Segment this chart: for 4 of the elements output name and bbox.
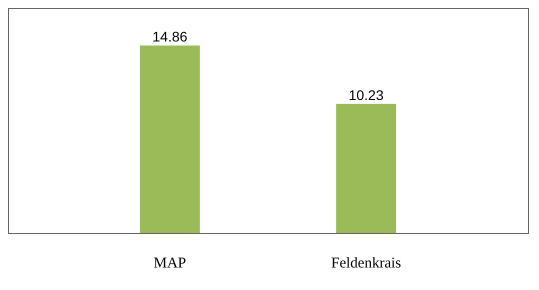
x-tick-label: MAP: [154, 256, 186, 272]
data-label: 10.23: [348, 86, 384, 103]
data-label: 14.86: [152, 28, 188, 44]
x-tick-label: Feldenkrais: [331, 256, 402, 272]
